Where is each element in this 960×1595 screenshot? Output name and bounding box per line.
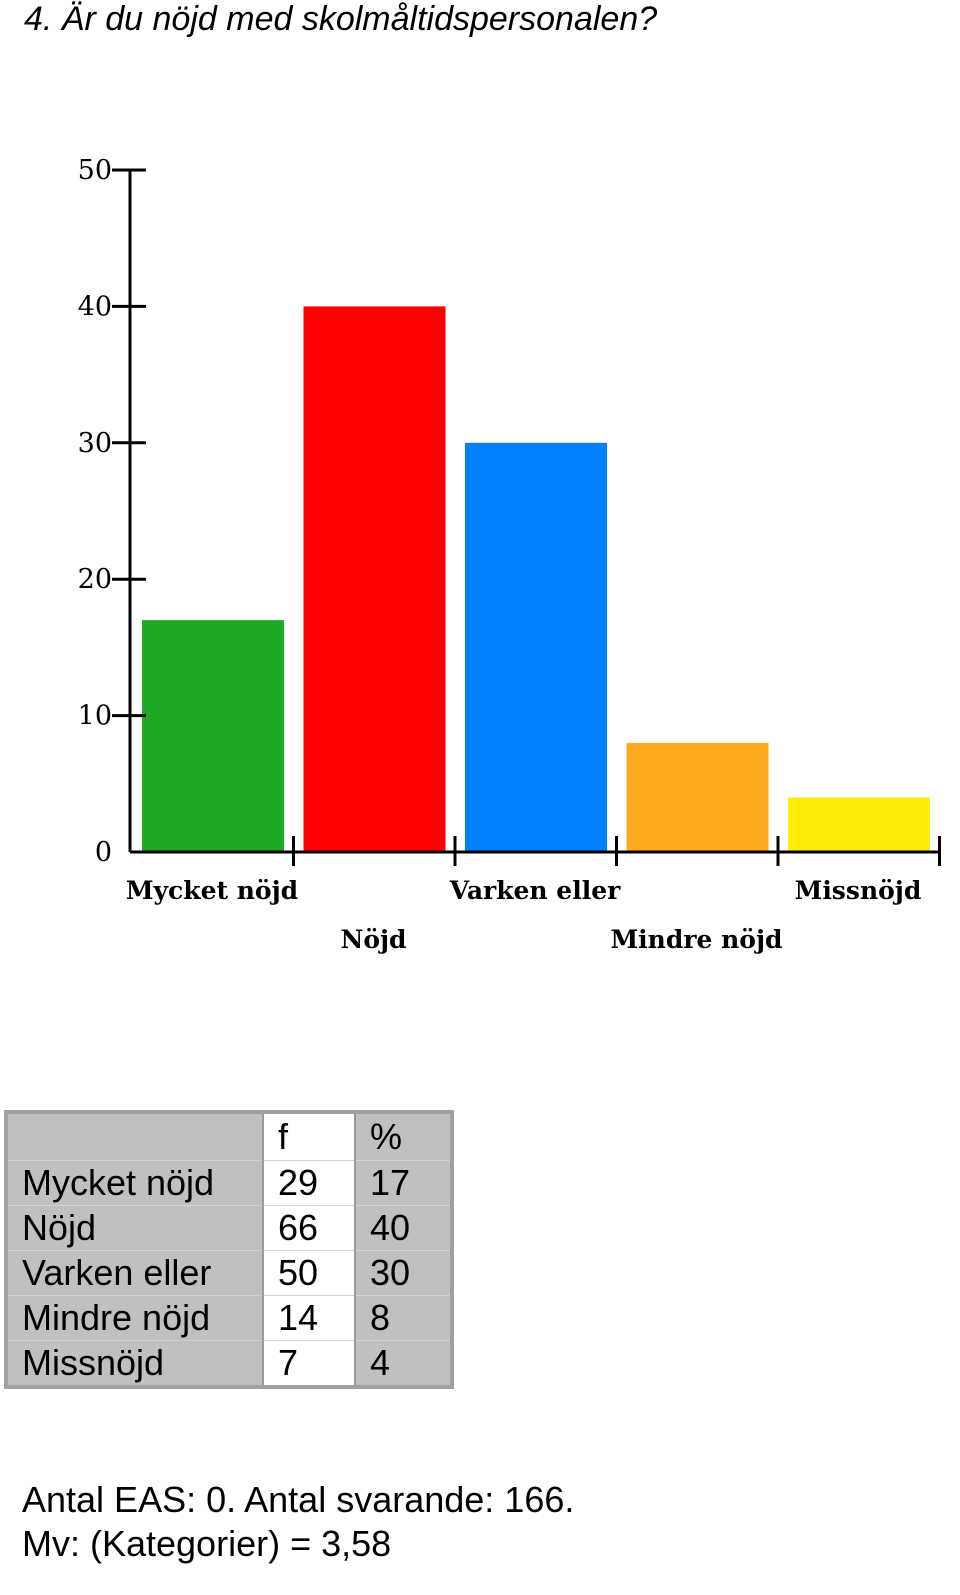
row-frequency: 7 [262, 1340, 356, 1388]
row-category: Nöjd [6, 1205, 263, 1251]
y-tick-label-40: 40 [78, 291, 112, 322]
y-tick-label-50: 50 [78, 155, 112, 186]
x-tick-label-1: Mycket nöjd [126, 876, 298, 905]
table-row: Mindre nöjd 14 8 [6, 1295, 452, 1341]
bar-1 [142, 620, 284, 852]
bar-5 [788, 797, 930, 852]
mean-value: Mv: (Kategorier) = 3,58 [22, 1523, 392, 1564]
row-frequency: 29 [262, 1160, 356, 1206]
y-tick-label-30: 30 [78, 428, 112, 459]
row-frequency: 66 [262, 1205, 356, 1251]
row-percent: 17 [355, 1160, 452, 1206]
bar-chart: 0 10 20 30 40 50 Mycket nöjd Nöjd Varken eller Mi… [78, 155, 941, 954]
table-row: Nöjd 66 40 [6, 1205, 452, 1251]
row-percent: 8 [355, 1295, 452, 1341]
header-percent: % [355, 1112, 452, 1161]
table-row: Mycket nöjd 29 17 [6, 1160, 452, 1206]
y-tick-label-10: 10 [78, 701, 112, 732]
row-category: Mindre nöjd [6, 1295, 263, 1341]
chart-title: 4. Är du nöjd med skolmåltidspersonalen? [24, 0, 658, 38]
summary-footer: Antal EAS: 0. Antal svarande: 166. Mv: (… [22, 1478, 574, 1566]
row-frequency: 14 [262, 1295, 356, 1341]
row-percent: 30 [355, 1250, 452, 1296]
y-tick-label-0: 0 [95, 837, 112, 868]
row-category: Varken eller [6, 1250, 263, 1296]
x-tick-label-5: Missnöjd [795, 876, 922, 905]
row-category: Mycket nöjd [6, 1160, 263, 1206]
row-category: Missnöjd [6, 1340, 263, 1388]
x-tick-label-4: Mindre nöjd [611, 925, 783, 954]
bar-3 [465, 442, 607, 852]
row-percent: 40 [355, 1205, 452, 1251]
frequency-table: f% Mycket nöjd 29 17 Nöjd 66 40 Varken eller 50 3… [4, 1110, 454, 1389]
bar-2 [303, 306, 446, 852]
row-percent: 4 [355, 1340, 452, 1388]
header-category [6, 1112, 263, 1161]
y-tick-label-20: 20 [78, 564, 112, 595]
table-header-row: f% [6, 1112, 452, 1161]
x-tick-label-2: Nöjd [340, 925, 406, 954]
row-frequency: 50 [262, 1250, 356, 1296]
header-frequency: f [262, 1112, 356, 1161]
x-tick-label-3: Varken eller [449, 876, 621, 905]
table-row: Missnöjd 7 4 [6, 1340, 452, 1388]
bar-4 [626, 742, 769, 852]
respondent-count: Antal EAS: 0. Antal svarande: 166. [22, 1479, 575, 1520]
table-row: Varken eller 50 30 [6, 1250, 452, 1296]
